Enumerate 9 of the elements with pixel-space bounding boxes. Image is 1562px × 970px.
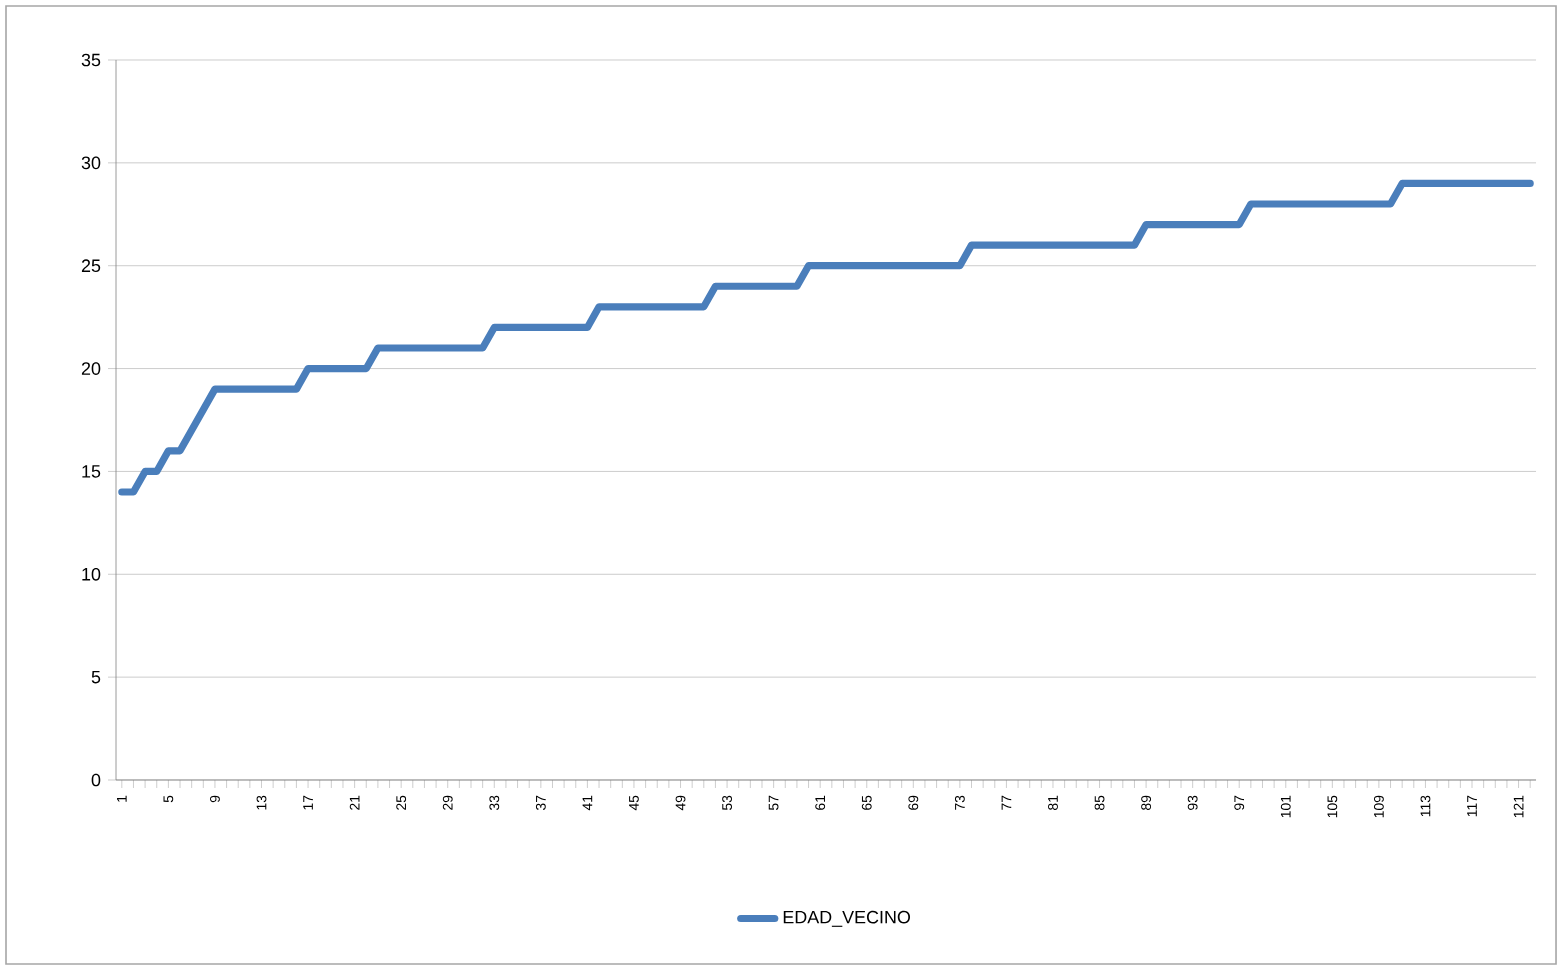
y-tick-label: 25 [81,259,101,273]
y-tick-label: 20 [81,362,101,375]
legend-label: EDAD_VECINO [783,910,911,927]
y-tick-label: 5 [91,670,101,684]
y-tick-label: 35 [81,53,101,67]
y-tick-label: 10 [82,567,101,581]
y-tick-label: 30 [81,156,101,170]
y-tick-label: 0 [91,773,101,787]
y-tick-label: 15 [82,465,101,478]
